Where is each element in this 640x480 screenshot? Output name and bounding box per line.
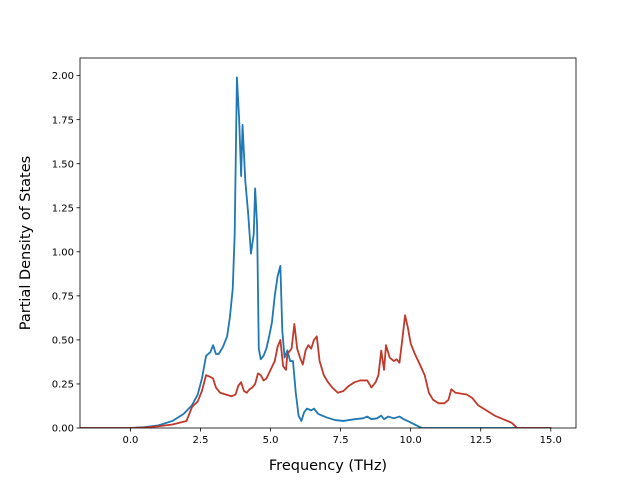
y-tick-label: 1.50	[52, 159, 74, 170]
y-tick-label: 0.25	[52, 380, 74, 391]
x-tick-label: 10.0	[400, 435, 422, 446]
x-axis-label: Frequency (THz)	[269, 458, 387, 474]
x-tick-label: 0.0	[122, 435, 138, 446]
x-tick-label: 5.0	[263, 435, 279, 446]
y-tick-label: 1.75	[52, 115, 74, 126]
y-tick-label: 0.75	[52, 291, 74, 302]
series-line-2	[80, 314, 552, 428]
y-tick-label: 2.00	[52, 71, 74, 82]
y-axis-label: Partial Density of States	[18, 156, 34, 330]
series-line-1	[80, 76, 552, 428]
x-tick-label: 15.0	[540, 435, 562, 446]
series-layer	[80, 76, 552, 428]
x-axis-ticks: 0.0 2.5 5.0 7.5 10.0 12.5 15.0	[122, 428, 562, 446]
x-tick-label: 7.5	[333, 435, 349, 446]
y-tick-label: 0.50	[52, 336, 74, 347]
y-tick-label: 1.25	[52, 203, 74, 214]
y-tick-label: 0.00	[52, 424, 74, 435]
x-tick-label: 2.5	[193, 435, 209, 446]
plot-frame	[79, 57, 577, 429]
y-axis-ticks: 0.00 0.25 0.50 0.75 1.00 1.25 1.50 1.75 2.00	[52, 71, 80, 435]
x-tick-label: 12.5	[470, 435, 492, 446]
y-tick-label: 1.00	[52, 247, 74, 258]
